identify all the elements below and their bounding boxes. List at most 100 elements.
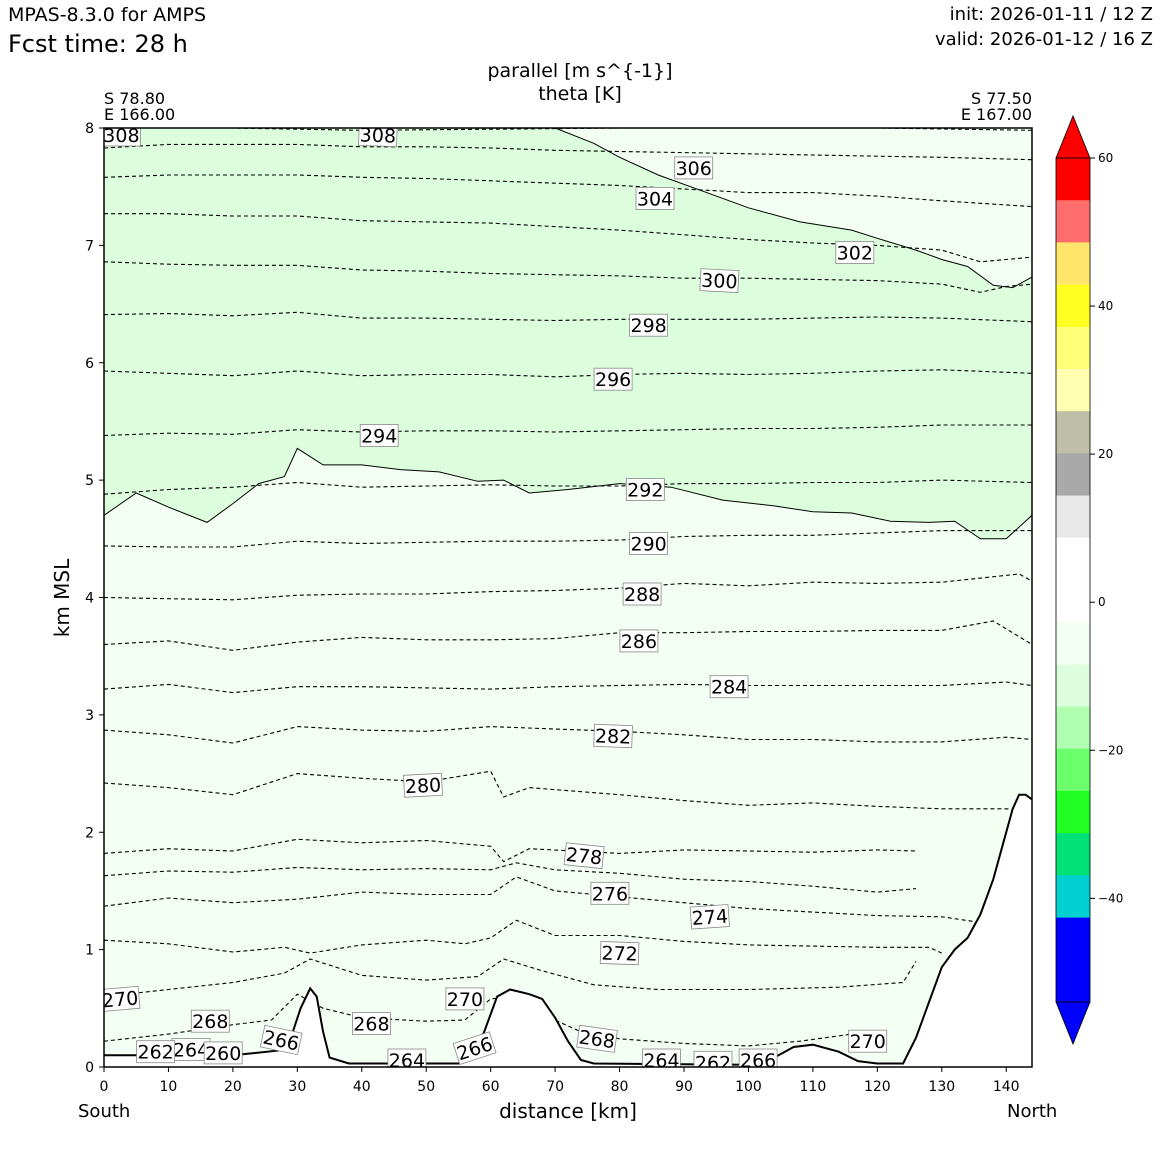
theta-contour-270	[104, 958, 917, 998]
colorbar-bin	[1056, 833, 1090, 876]
colorbar-bin	[1056, 706, 1090, 750]
theta-contour-290	[104, 530, 1032, 548]
contour-label-300: 300	[699, 268, 740, 294]
contour-label-text: 266	[740, 1050, 776, 1072]
colorbar-bin	[1056, 580, 1090, 623]
x-tick-label: 30	[288, 1079, 306, 1095]
contour-label-270: 270	[445, 987, 485, 1011]
contour-label-box	[709, 675, 749, 699]
colorbar-bin	[1056, 453, 1090, 496]
colorbar-bin	[1056, 917, 1090, 961]
contour-label-box	[738, 1048, 778, 1067]
contour-label-text: 268	[353, 1014, 389, 1036]
contour-label-288: 288	[622, 582, 662, 606]
colorbar-over-arrow	[1055, 114, 1091, 159]
contour-label-box	[674, 156, 714, 180]
contour-label-box	[619, 629, 659, 653]
model-name: MPAS-8.3.0 for AMPS	[8, 4, 207, 26]
start-latitude: S 78.80	[104, 89, 166, 108]
contour-label-302: 302	[835, 240, 875, 264]
contour-label-box	[689, 904, 730, 930]
contour-label-308: 308	[358, 124, 398, 148]
contour-label-304: 304	[635, 186, 675, 210]
contour-label-box	[563, 842, 605, 870]
contour-label-260: 260	[203, 1041, 243, 1065]
y-tick-label: 0	[85, 1060, 94, 1076]
colorbar-bin	[1056, 791, 1090, 834]
theta-contour-288	[104, 573, 1032, 601]
contour-label-text: 308	[359, 124, 396, 147]
colorbar-bin	[1056, 537, 1090, 581]
theta-contour-272	[104, 919, 943, 954]
theta-contour-296	[104, 369, 1032, 378]
start-longitude: E 166.00	[104, 105, 176, 124]
contour-label-text: 262	[695, 1052, 731, 1074]
colorbar-bin	[1056, 959, 1090, 1003]
contour-label-box	[190, 1009, 230, 1033]
contour-label-text: 298	[630, 315, 666, 337]
contour-label-268: 268	[190, 1009, 230, 1033]
theta-contour-302	[104, 213, 1032, 263]
contour-label-270: 270	[848, 1029, 888, 1053]
x-axis-label: distance [km]	[499, 1099, 637, 1123]
contour-label-box	[693, 1050, 733, 1067]
colorbar-bin	[1056, 369, 1090, 412]
contour-label-box	[576, 1024, 618, 1053]
contour-label-text: 264	[643, 1050, 679, 1072]
colorbar-frame	[1055, 157, 1091, 1003]
theta-contour-274	[104, 876, 975, 923]
contour-label-text: 304	[637, 188, 673, 210]
contour-label-text: 308	[103, 125, 139, 147]
colorbar-bin	[1056, 875, 1090, 918]
x-tick-label: 100	[735, 1079, 762, 1095]
colorbar-bin	[1056, 495, 1090, 539]
contour-label-text: 270	[850, 1031, 886, 1053]
contour-label-264: 264	[642, 1048, 681, 1072]
y-tick-label: 7	[85, 238, 94, 254]
contour-label-308: 308	[103, 125, 141, 147]
contour-label-text: 280	[404, 774, 441, 798]
end-latitude: S 77.50	[970, 89, 1032, 108]
y-tick-label: 8	[85, 121, 94, 137]
contour-label-text: 264	[389, 1050, 425, 1072]
contour-label-294: 294	[359, 424, 399, 448]
y-tick-label: 4	[85, 591, 94, 607]
contour-label-286: 286	[619, 629, 659, 653]
contour-label-box	[104, 985, 141, 1012]
contour-label-306: 306	[674, 156, 714, 180]
contour-label-290: 290	[629, 532, 668, 556]
terrain-fill	[104, 794, 1032, 1067]
contour-label-text: 300	[701, 270, 738, 294]
colorbar-tick-label: 0	[1098, 595, 1106, 609]
contour-label-text: 272	[601, 942, 638, 965]
contour-label-box	[104, 128, 141, 147]
colorbar-bin	[1056, 411, 1090, 454]
x-tick-label: 80	[611, 1079, 629, 1095]
contour-label-box	[351, 1012, 391, 1035]
colorbar: 60 40 20 0 −20 −40	[1055, 114, 1123, 1046]
colorbar-under-arrow	[1055, 1001, 1091, 1046]
contour-label-box	[699, 268, 740, 293]
colorbar-tick-label: −20	[1098, 743, 1123, 757]
colorbar-tick-label: −40	[1098, 891, 1123, 905]
contour-label-text: 294	[361, 426, 397, 448]
contour-label-272: 272	[599, 941, 640, 966]
contour-label-text: 268	[192, 1011, 228, 1033]
terrain-outline	[104, 793, 1032, 1066]
contour-label-text: 260	[205, 1043, 241, 1065]
contour-label-284: 284	[709, 675, 749, 699]
theta-contour-282	[104, 726, 1032, 744]
theta-contour-298	[104, 311, 1032, 323]
x-tick-label: 60	[482, 1079, 500, 1095]
contour-label-box	[452, 1031, 497, 1066]
contour-label-text: 278	[565, 844, 603, 870]
colorbar-bin	[1056, 242, 1090, 285]
contour-label-262: 262	[136, 1040, 176, 1064]
colorbar-tick-label: 20	[1098, 447, 1113, 461]
theta-contour-294	[104, 424, 1032, 437]
y-tick-label: 1	[85, 943, 94, 959]
contour-label-text: 302	[837, 242, 873, 264]
x-tick-label: 140	[993, 1079, 1020, 1095]
